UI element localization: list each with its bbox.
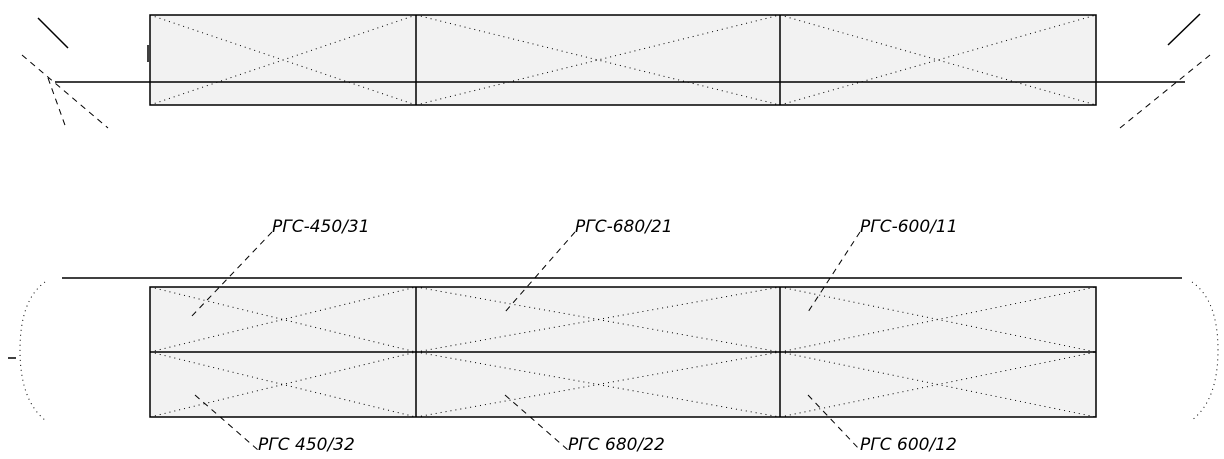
- line: [47, 77, 67, 129]
- line: [149, 286, 417, 353]
- bottom-assembly: [8, 231, 1219, 451]
- top-assembly: [21, 13, 1211, 129]
- line: [37, 17, 69, 49]
- line: [189, 231, 273, 319]
- label: РГС 680/22: [568, 435, 665, 455]
- line: [807, 231, 861, 313]
- line: [1167, 13, 1201, 46]
- line: [149, 14, 417, 106]
- line: [21, 54, 109, 129]
- label: РГС-450/31: [272, 217, 370, 237]
- line: [194, 394, 259, 451]
- line: [504, 231, 576, 313]
- line: [1119, 54, 1211, 129]
- line: [807, 394, 861, 451]
- label: РГС 600/12: [860, 435, 957, 455]
- line: [149, 351, 417, 418]
- label: РГС-680/21: [575, 217, 673, 237]
- panel: [149, 14, 1097, 106]
- line: [149, 351, 417, 418]
- outline: [19, 281, 46, 421]
- label: РГС-600/11: [860, 217, 958, 237]
- line: [149, 286, 417, 353]
- line: [504, 394, 569, 451]
- outline: [1191, 281, 1219, 421]
- label: РГС 450/32: [258, 435, 355, 455]
